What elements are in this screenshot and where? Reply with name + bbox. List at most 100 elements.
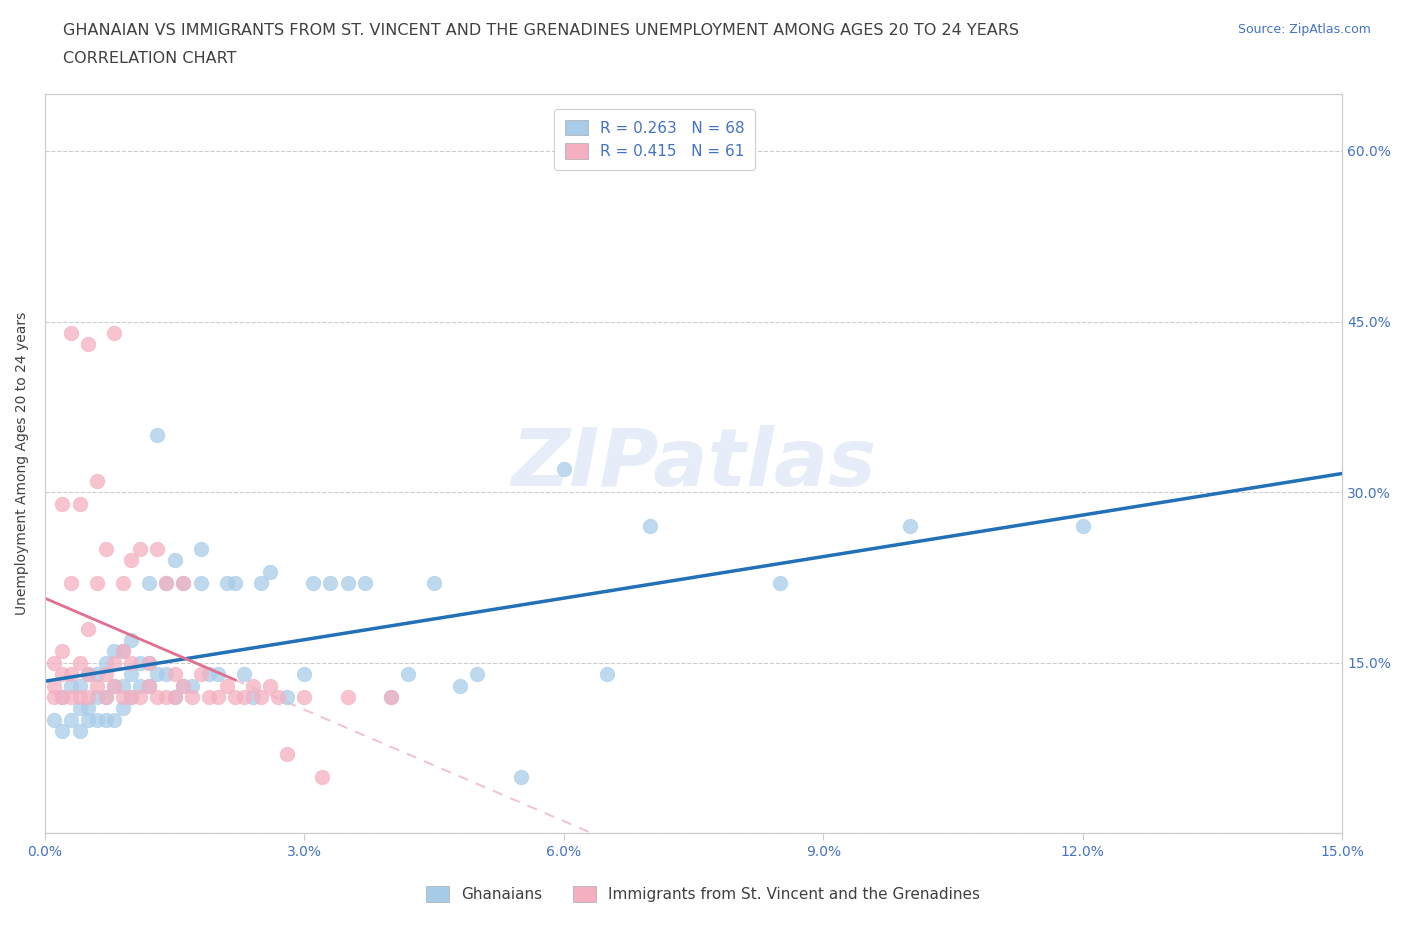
Point bbox=[294, 667, 316, 682]
Point bbox=[129, 656, 152, 671]
Point bbox=[42, 678, 65, 693]
Point bbox=[103, 656, 125, 671]
Point bbox=[42, 712, 65, 727]
Point bbox=[232, 689, 254, 704]
Point bbox=[190, 541, 212, 556]
Point bbox=[423, 576, 446, 591]
Point bbox=[111, 689, 134, 704]
Point bbox=[86, 689, 108, 704]
Point bbox=[94, 689, 117, 704]
Point bbox=[69, 701, 91, 716]
Point bbox=[129, 678, 152, 693]
Point bbox=[155, 576, 177, 591]
Point bbox=[51, 689, 73, 704]
Text: ZIPatlas: ZIPatlas bbox=[512, 425, 876, 503]
Point bbox=[77, 712, 100, 727]
Point bbox=[276, 689, 298, 704]
Point bbox=[302, 576, 325, 591]
Point bbox=[146, 667, 169, 682]
Point bbox=[120, 553, 142, 568]
Point bbox=[467, 667, 489, 682]
Point bbox=[94, 541, 117, 556]
Point bbox=[111, 701, 134, 716]
Point bbox=[103, 678, 125, 693]
Point bbox=[276, 747, 298, 762]
Point bbox=[77, 337, 100, 352]
Point bbox=[163, 553, 186, 568]
Point bbox=[94, 712, 117, 727]
Point bbox=[172, 678, 194, 693]
Point bbox=[449, 678, 471, 693]
Point bbox=[242, 678, 264, 693]
Point bbox=[242, 689, 264, 704]
Point bbox=[59, 667, 82, 682]
Point bbox=[336, 689, 359, 704]
Point bbox=[354, 576, 377, 591]
Y-axis label: Unemployment Among Ages 20 to 24 years: Unemployment Among Ages 20 to 24 years bbox=[15, 312, 30, 616]
Point bbox=[224, 576, 246, 591]
Point bbox=[232, 667, 254, 682]
Point bbox=[311, 769, 333, 784]
Text: GHANAIAN VS IMMIGRANTS FROM ST. VINCENT AND THE GRENADINES UNEMPLOYMENT AMONG AG: GHANAIAN VS IMMIGRANTS FROM ST. VINCENT … bbox=[63, 23, 1019, 38]
Point bbox=[155, 576, 177, 591]
Point bbox=[146, 428, 169, 443]
Point bbox=[224, 689, 246, 704]
Point bbox=[59, 678, 82, 693]
Point bbox=[86, 678, 108, 693]
Point bbox=[509, 769, 531, 784]
Point bbox=[138, 656, 160, 671]
Point bbox=[769, 576, 792, 591]
Point bbox=[86, 576, 108, 591]
Point bbox=[198, 689, 221, 704]
Point bbox=[77, 667, 100, 682]
Point bbox=[138, 678, 160, 693]
Point bbox=[172, 576, 194, 591]
Point bbox=[553, 462, 575, 477]
Text: Source: ZipAtlas.com: Source: ZipAtlas.com bbox=[1237, 23, 1371, 36]
Point bbox=[51, 724, 73, 738]
Point bbox=[190, 576, 212, 591]
Point bbox=[51, 689, 73, 704]
Point bbox=[59, 326, 82, 340]
Point bbox=[596, 667, 619, 682]
Point bbox=[207, 689, 229, 704]
Point bbox=[138, 678, 160, 693]
Point bbox=[120, 689, 142, 704]
Point bbox=[129, 689, 152, 704]
Point bbox=[111, 576, 134, 591]
Point bbox=[69, 678, 91, 693]
Point bbox=[111, 644, 134, 658]
Point bbox=[267, 689, 290, 704]
Point bbox=[259, 565, 281, 579]
Point bbox=[396, 667, 419, 682]
Point bbox=[94, 689, 117, 704]
Point bbox=[640, 519, 662, 534]
Point bbox=[51, 667, 73, 682]
Point bbox=[181, 689, 204, 704]
Point bbox=[120, 689, 142, 704]
Point bbox=[77, 667, 100, 682]
Point bbox=[77, 701, 100, 716]
Point bbox=[207, 667, 229, 682]
Point bbox=[120, 667, 142, 682]
Point bbox=[59, 712, 82, 727]
Point bbox=[138, 576, 160, 591]
Point bbox=[86, 667, 108, 682]
Point bbox=[94, 667, 117, 682]
Point bbox=[103, 712, 125, 727]
Point bbox=[59, 576, 82, 591]
Point bbox=[94, 656, 117, 671]
Legend: R = 0.263   N = 68, R = 0.415   N = 61: R = 0.263 N = 68, R = 0.415 N = 61 bbox=[554, 109, 755, 170]
Point bbox=[146, 541, 169, 556]
Point bbox=[120, 632, 142, 647]
Point bbox=[42, 689, 65, 704]
Point bbox=[69, 496, 91, 511]
Point bbox=[86, 473, 108, 488]
Point bbox=[380, 689, 402, 704]
Point bbox=[259, 678, 281, 693]
Point bbox=[86, 712, 108, 727]
Point bbox=[294, 689, 316, 704]
Point bbox=[198, 667, 221, 682]
Point bbox=[103, 326, 125, 340]
Point bbox=[181, 678, 204, 693]
